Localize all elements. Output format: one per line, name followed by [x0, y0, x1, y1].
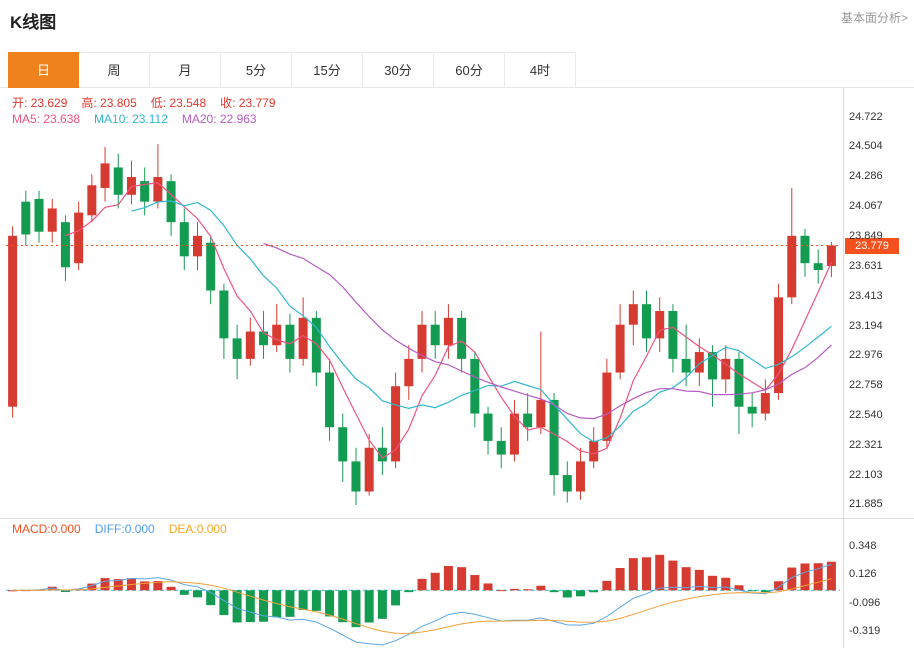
- period-tabs: 日周月 5分 15分 30分 60分 4时: [0, 52, 914, 88]
- macd-axis-tick: -0.096: [849, 596, 881, 609]
- tab-5min[interactable]: 5分: [221, 52, 292, 88]
- diff-value: DIFF:0.000: [94, 522, 155, 536]
- dea-value: DEA:0.000: [168, 522, 227, 536]
- price-axis-tick: 22.758: [849, 379, 883, 392]
- ma20-value: MA20: 22.963: [181, 112, 257, 126]
- page-title: K线图: [10, 13, 57, 32]
- close-value: 收: 23.779: [220, 96, 276, 110]
- macd-axis-tick: 0.348: [849, 539, 877, 552]
- price-axis-tick: 23.194: [849, 319, 883, 332]
- price-axis-tick: 23.849: [849, 229, 883, 242]
- low-value: 低: 23.548: [150, 96, 207, 110]
- tab-30min[interactable]: 30分: [363, 52, 434, 88]
- ohlc-legend: 开: 23.629 高: 23.805 低: 23.548 收: 23.779: [12, 94, 290, 111]
- open-value: 开: 23.629: [12, 96, 68, 110]
- fundamental-analysis-link[interactable]: 基本面分析>: [840, 11, 908, 25]
- panel-divider: [0, 518, 914, 519]
- tab-day[interactable]: 日: [8, 52, 79, 88]
- macd-chart[interactable]: [0, 520, 844, 648]
- tab-15min[interactable]: 15分: [292, 52, 363, 88]
- price-axis-tick: 24.504: [849, 140, 883, 153]
- ma5-value: MA5: 23.638: [12, 112, 81, 126]
- tab-4hour[interactable]: 4时: [505, 52, 576, 88]
- price-axis-tick: 24.722: [849, 110, 883, 123]
- high-value: 高: 23.805: [81, 96, 137, 110]
- macd-axis-tick: -0.319: [849, 624, 881, 637]
- ma-legend: MA5: 23.638 MA10: 23.112 MA20: 22.963: [12, 112, 271, 126]
- macd-axis-tick: 0.126: [849, 568, 877, 581]
- price-axis-tick: 24.286: [849, 170, 883, 183]
- price-axis-tick: 22.540: [849, 408, 883, 421]
- tab-month[interactable]: 月: [150, 52, 221, 88]
- price-axis-tick: 23.413: [849, 289, 883, 302]
- price-axis-tick: 23.631: [849, 259, 883, 272]
- price-axis-tick: 24.067: [849, 200, 883, 213]
- price-axis-tick: 22.103: [849, 468, 883, 481]
- price-axis-tick: 22.321: [849, 438, 883, 451]
- macd-legend: MACD:0.000 DIFF:0.000 DEA:0.000: [12, 522, 241, 536]
- price-axis-divider: [843, 88, 844, 648]
- main-chart[interactable]: [0, 88, 844, 518]
- macd-value: MACD:0.000: [12, 522, 81, 536]
- tab-60min[interactable]: 60分: [434, 52, 505, 88]
- price-axis-tick: 22.976: [849, 349, 883, 362]
- tab-week[interactable]: 周: [79, 52, 150, 88]
- price-axis-tick: 21.885: [849, 498, 883, 511]
- current-price-label: 23.779: [845, 237, 899, 254]
- ma10-value: MA10: 23.112: [94, 112, 168, 126]
